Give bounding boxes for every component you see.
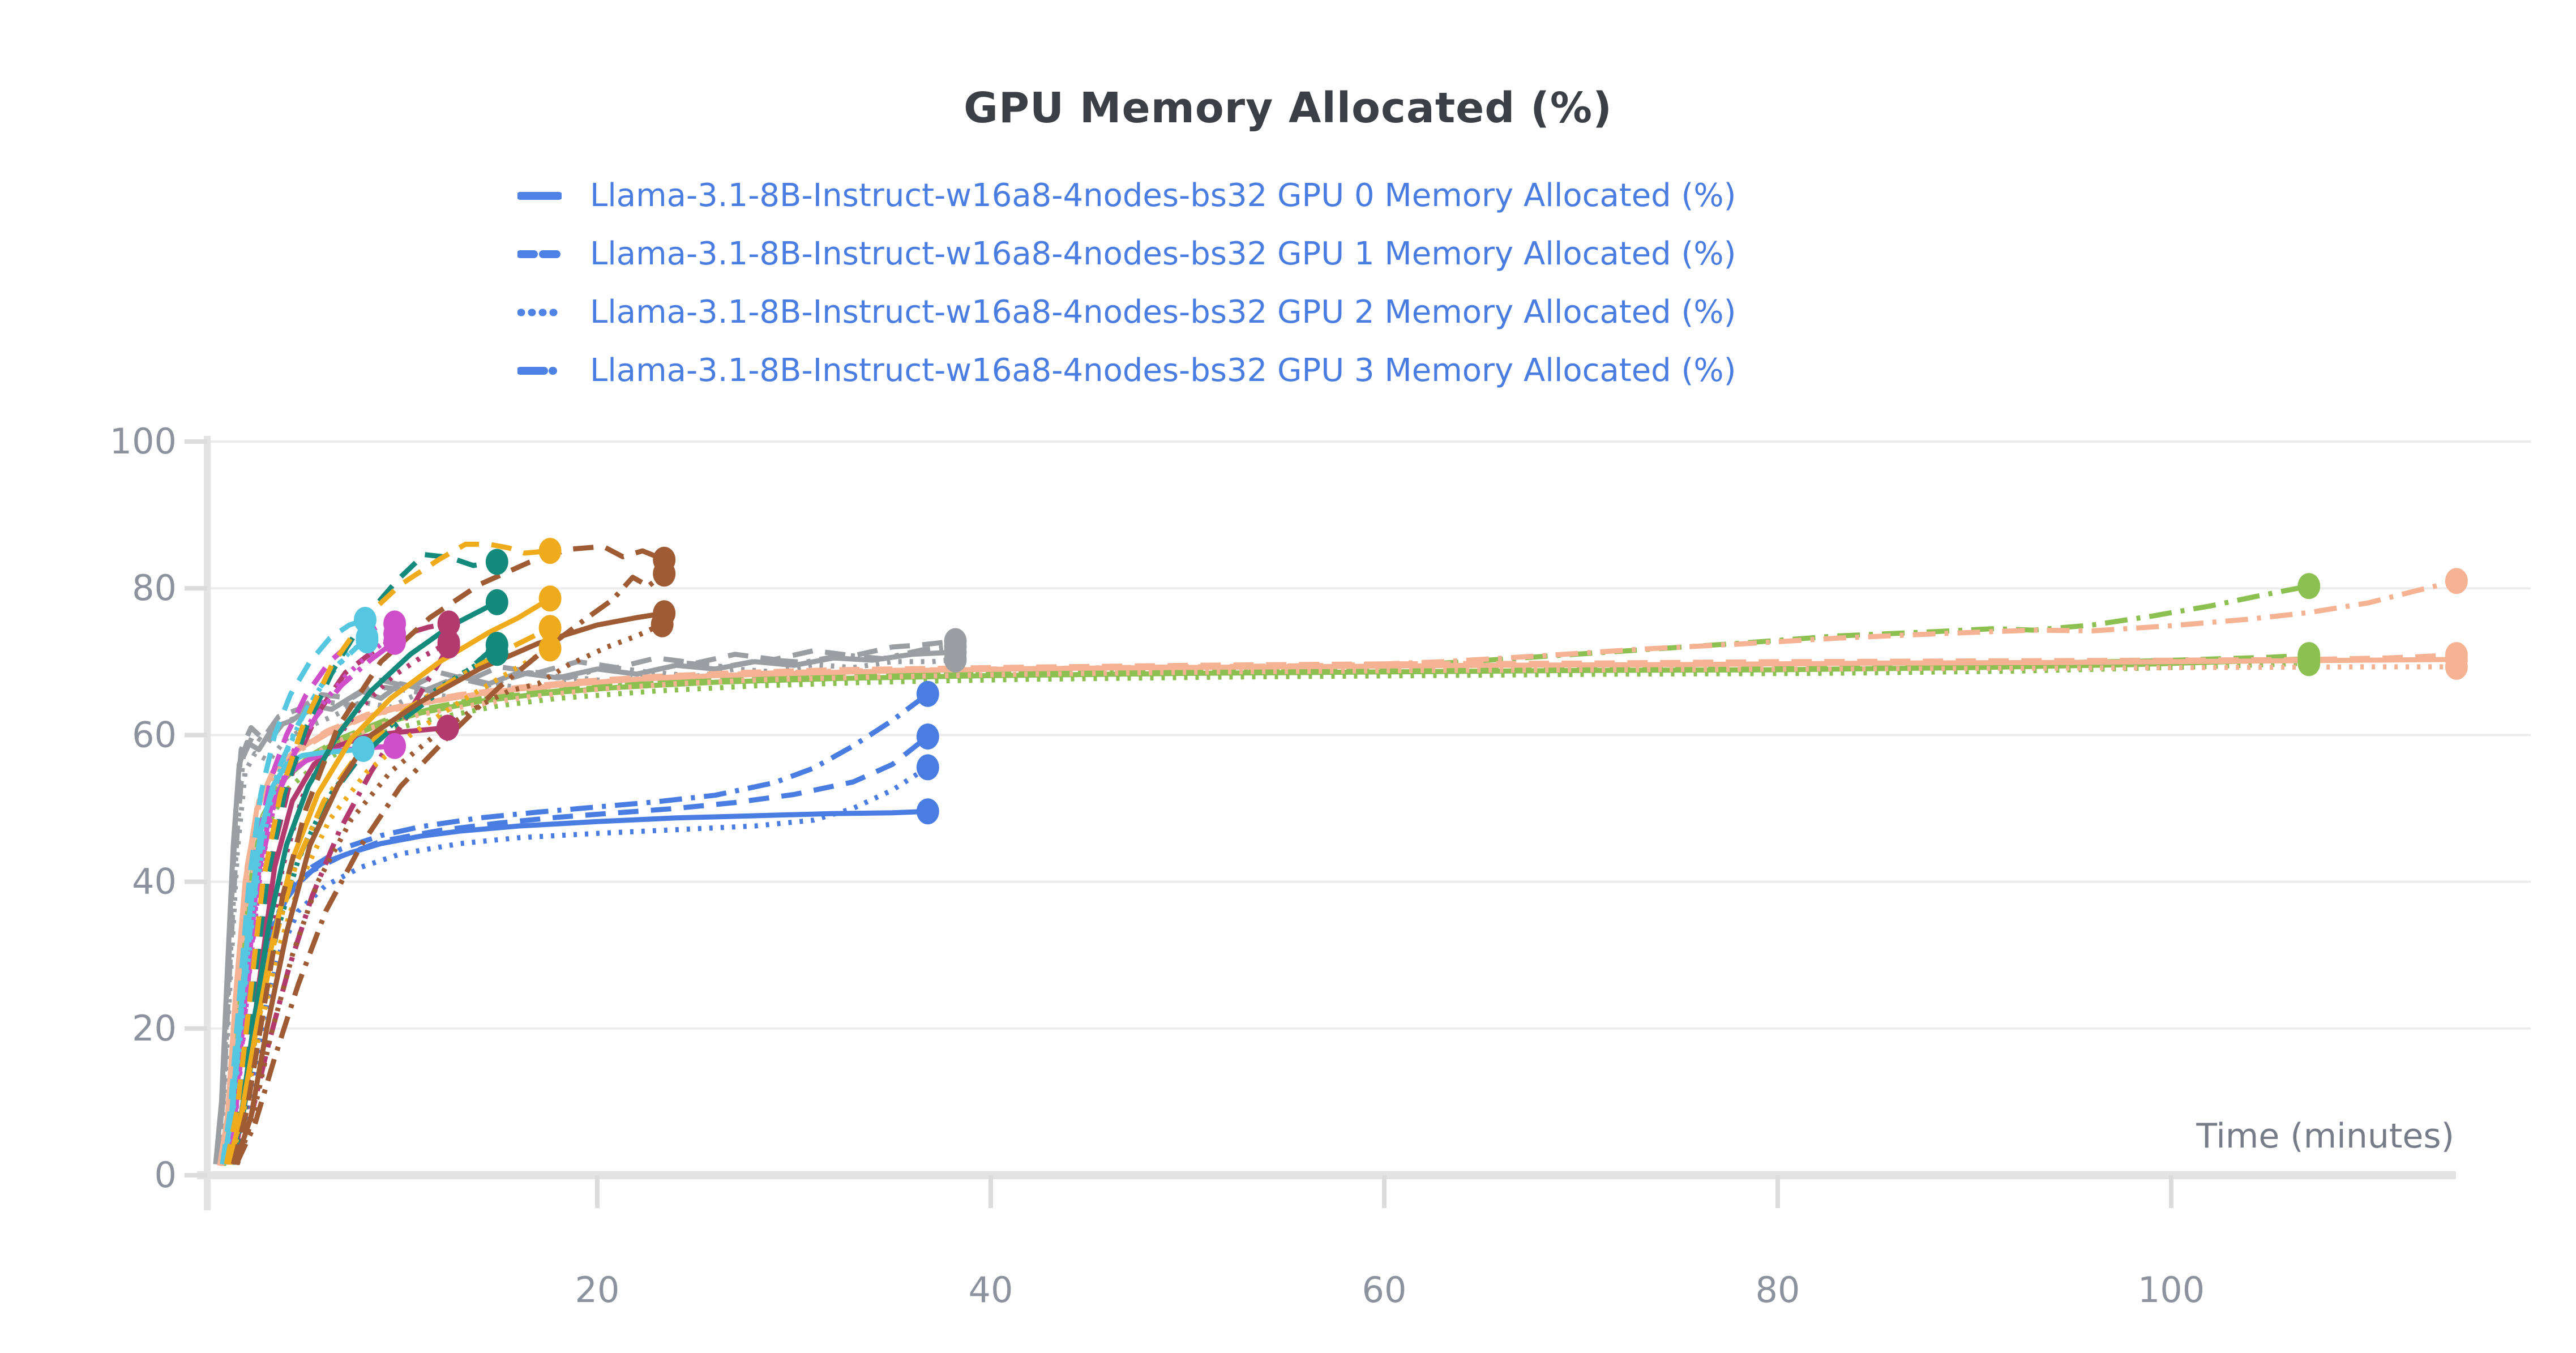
y-tick-label-20: 20 [132, 1008, 177, 1049]
series-endpoint-magenta-gpu0 [383, 733, 406, 759]
solid-line-swatch-icon [517, 191, 562, 200]
series-line-lightgreen-gpu3 [220, 583, 2310, 1166]
series-endpoint-gold-gpu0 [538, 585, 562, 612]
series-endpoint-crimson-gpu3 [437, 632, 460, 659]
series-line-lightgreen-gpu1 [220, 652, 2309, 1165]
dashdot-line-swatch-icon [517, 366, 562, 375]
y-tick-label-100: 100 [110, 421, 177, 462]
series-endpoint-gray-gpu3 [944, 633, 967, 660]
legend-item-gpu3[interactable]: Llama-3.1-8B-Instruct-w16a8-4nodes-bs32 … [517, 341, 1736, 400]
dashed-line-swatch-icon [517, 250, 562, 258]
series-endpoint-gold-gpu3 [538, 615, 562, 641]
legend-item-gpu0[interactable]: Llama-3.1-8B-Instruct-w16a8-4nodes-bs32 … [517, 166, 1736, 225]
x-tick-label-20: 20 [575, 1269, 620, 1311]
series-line-salmon-gpu3 [218, 578, 2457, 1166]
series-endpoint-lightgreen-gpu2 [2297, 650, 2321, 677]
x-tick-label-80: 80 [1756, 1269, 1800, 1311]
legend-label: Llama-3.1-8B-Instruct-w16a8-4nodes-bs32 … [590, 352, 1736, 389]
x-tick-label-60: 60 [1362, 1269, 1407, 1311]
series-line-lightgreen-gpu2 [221, 660, 2309, 1166]
dotted-line-swatch-icon [517, 309, 562, 316]
series-endpoint-crimson-gpu0 [436, 714, 459, 741]
series-endpoint-brown-gpu3 [653, 560, 676, 587]
series-line-gold-gpu0 [226, 596, 551, 1165]
series-line-cyan-gpu2 [222, 638, 369, 1165]
series-endpoint-cyan-gpu3 [356, 624, 379, 650]
legend-label: Llama-3.1-8B-Instruct-w16a8-4nodes-bs32 … [590, 177, 1736, 214]
series-endpoint-crimson-gpu1 [437, 610, 460, 637]
series-endpoint-blue-gpu2 [916, 754, 939, 781]
y-tick-label-40: 40 [132, 861, 177, 902]
legend-label: Llama-3.1-8B-Instruct-w16a8-4nodes-bs32 … [590, 294, 1736, 331]
series-endpoint-blue-gpu1 [916, 723, 939, 750]
series-line-blue-gpu2 [234, 765, 930, 1165]
series-line-gold-gpu3 [226, 626, 551, 1165]
series-line-salmon-gpu1 [218, 652, 2457, 1165]
series-line-blue-gpu0 [230, 808, 928, 1165]
series-endpoint-blue-gpu0 [916, 798, 939, 825]
x-tick-label-40: 40 [969, 1269, 1013, 1311]
legend-item-gpu2[interactable]: Llama-3.1-8B-Instruct-w16a8-4nodes-bs32 … [517, 283, 1736, 341]
series-endpoint-teal-gpu0 [485, 589, 508, 615]
series-endpoint-lightgreen-gpu3 [2297, 573, 2321, 600]
series-endpoint-salmon-gpu2 [2445, 653, 2468, 680]
series-line-salmon-gpu2 [219, 664, 2457, 1166]
series-endpoint-magenta-gpu3 [383, 628, 406, 655]
series-line-blue-gpu3 [232, 692, 930, 1165]
series-endpoint-brown-gpu2 [651, 611, 674, 637]
legend-label: Llama-3.1-8B-Instruct-w16a8-4nodes-bs32 … [590, 236, 1736, 272]
series-endpoint-gold-gpu1 [538, 538, 562, 564]
x-axis-title: Time (minutes) [2196, 1116, 2454, 1156]
series-endpoint-gold-gpu2 [538, 635, 562, 662]
series-line-blue-gpu1 [233, 734, 930, 1165]
series-line-brown-gpu2 [234, 622, 664, 1166]
series-line-brown-gpu3 [234, 571, 666, 1166]
series-line-brown-gpu1 [230, 543, 665, 1165]
series-endpoint-salmon-gpu3 [2445, 568, 2468, 594]
y-tick-label-80: 80 [132, 567, 177, 609]
series-line-cyan-gpu1 [220, 617, 366, 1165]
legend: Llama-3.1-8B-Instruct-w16a8-4nodes-bs32 … [517, 166, 1736, 400]
y-tick-label-60: 60 [132, 714, 177, 755]
series-line-brown-gpu0 [233, 610, 665, 1166]
chart-title: GPU Memory Allocated (%) [964, 84, 1612, 132]
series-line-gold-gpu2 [228, 646, 551, 1165]
y-tick-label-0: 0 [155, 1154, 177, 1196]
series-endpoint-blue-gpu3 [916, 680, 939, 707]
legend-item-gpu1[interactable]: Llama-3.1-8B-Instruct-w16a8-4nodes-bs32 … [517, 225, 1736, 283]
series-endpoint-teal-gpu1 [485, 549, 508, 575]
x-tick-label-100: 100 [2138, 1269, 2205, 1311]
series-line-gray-gpu3 [215, 644, 956, 1161]
series-line-magenta-gpu3 [224, 640, 396, 1165]
series-endpoint-teal-gpu3 [485, 632, 508, 658]
series-line-crimson-gpu3 [234, 644, 451, 1165]
series-line-gray-gpu2 [216, 657, 956, 1161]
series-endpoint-cyan-gpu0 [352, 736, 375, 762]
